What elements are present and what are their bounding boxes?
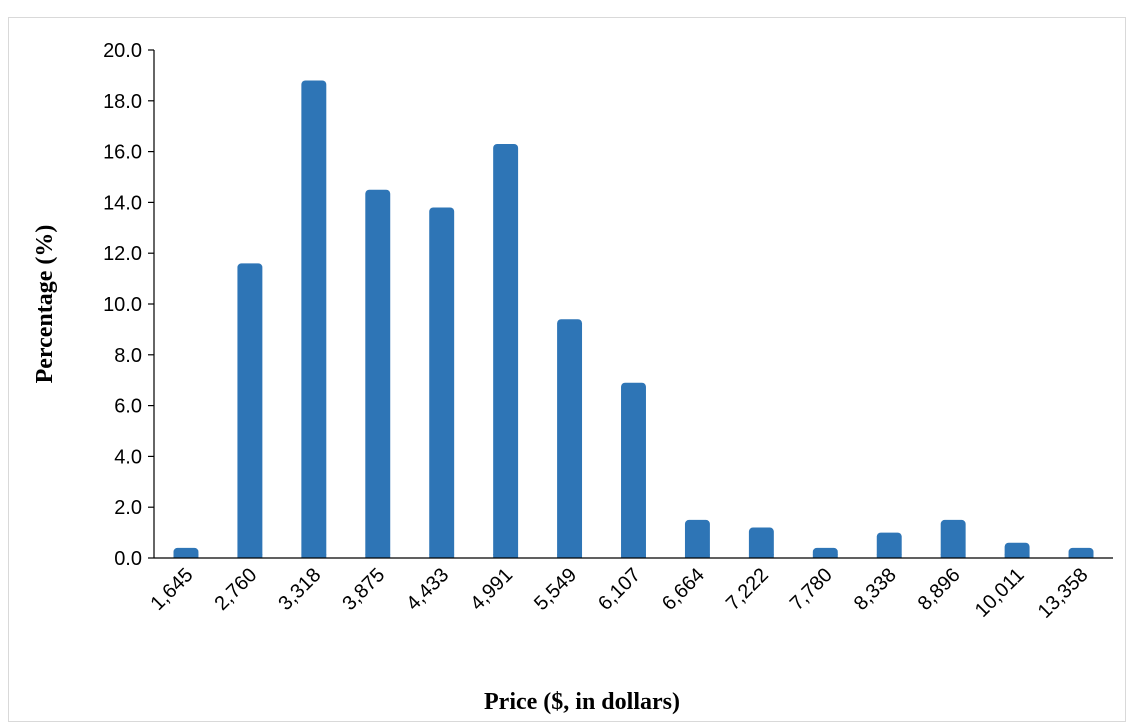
y-axis-title: Percentage (%) xyxy=(32,225,58,384)
y-tick-label: 16.0 xyxy=(103,142,142,164)
bar-base xyxy=(237,554,263,558)
bar-base xyxy=(684,554,710,558)
y-tick-label: 8.0 xyxy=(114,345,142,367)
y-tick-label: 0.0 xyxy=(114,548,142,570)
bar xyxy=(301,80,327,558)
bar xyxy=(876,532,902,558)
bar xyxy=(429,207,455,559)
bar-base xyxy=(621,554,646,558)
x-ticks-group: 1,645 2,760 3,318 3,875 4,433 4,991 5,549 6,107… xyxy=(147,564,1093,623)
x-tick-label: 7,780 xyxy=(786,564,837,615)
x-tick-label: 4,433 xyxy=(402,564,453,615)
bar-base xyxy=(876,554,902,558)
y-tick-label: 4.0 xyxy=(114,446,142,468)
x-tick-label: 6,664 xyxy=(658,564,709,615)
bar-base xyxy=(748,554,774,558)
x-tick-label: 1,645 xyxy=(147,564,198,615)
bar xyxy=(237,263,263,558)
bar-base xyxy=(940,554,966,558)
bar-base xyxy=(1004,554,1030,558)
bar-base xyxy=(429,554,455,558)
x-tick-label: 5,549 xyxy=(530,564,581,615)
x-tick-label: 13,358 xyxy=(1034,564,1093,623)
y-tick-label: 10.0 xyxy=(103,294,142,316)
y-tick-label: 14.0 xyxy=(103,192,142,214)
bar xyxy=(684,519,710,558)
bar xyxy=(493,143,519,559)
bar xyxy=(365,189,391,558)
y-tick-label: 20.0 xyxy=(103,40,142,62)
x-tick-label: 8,338 xyxy=(850,564,901,615)
bar-base xyxy=(557,554,583,558)
bar xyxy=(940,519,966,558)
x-tick-label: 6,107 xyxy=(594,564,645,615)
y-tick-label: 6.0 xyxy=(114,396,142,418)
bars-group xyxy=(173,80,1094,559)
bar-base xyxy=(173,554,199,558)
x-tick-label: 4,991 xyxy=(466,564,517,615)
bar xyxy=(557,319,583,558)
bar-base xyxy=(1068,554,1094,558)
y-ticks-group: 0.0 2.0 4.0 6.0 8.0 10.0 12.0 14.0 16.0 18.0 20.0 xyxy=(103,40,154,570)
y-tick-label: 18.0 xyxy=(103,91,142,113)
y-tick-label: 2.0 xyxy=(114,497,142,519)
bar-base xyxy=(301,554,327,558)
y-tick-label: 12.0 xyxy=(103,243,142,265)
bar xyxy=(748,527,774,558)
x-tick-label: 2,760 xyxy=(210,564,261,615)
bar-base xyxy=(812,554,838,558)
x-tick-label: 3,318 xyxy=(274,564,325,615)
bar-base xyxy=(493,554,519,558)
x-tick-label: 8,896 xyxy=(914,564,965,615)
x-tick-label: 10,011 xyxy=(971,564,1029,622)
bar xyxy=(621,382,646,558)
x-tick-label: 3,875 xyxy=(338,564,389,615)
bar-base xyxy=(365,554,391,558)
x-axis-title: Price ($, in dollars) xyxy=(484,689,680,715)
x-tick-label: 7,222 xyxy=(722,564,773,615)
